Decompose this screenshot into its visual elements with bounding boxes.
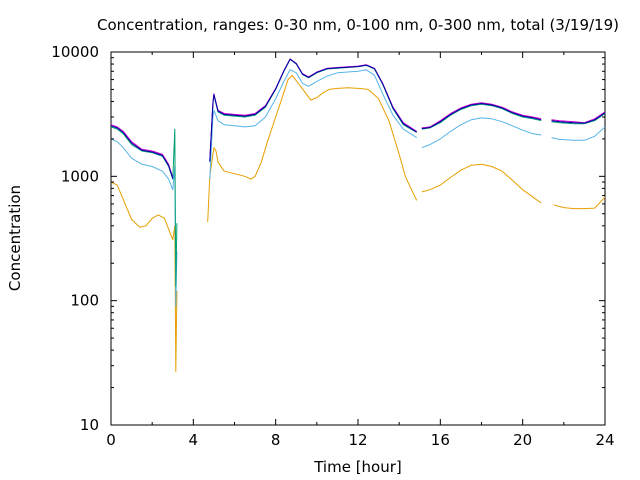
series-2-line xyxy=(110,126,178,287)
series-layer xyxy=(110,58,606,372)
series-4-line xyxy=(421,103,542,130)
series-0-line xyxy=(207,74,418,222)
series-1-line xyxy=(551,126,606,141)
series-1-line xyxy=(209,69,417,180)
plot-border xyxy=(110,51,606,426)
series-3-line xyxy=(110,124,174,178)
y-tick-label: 10000 xyxy=(51,43,99,61)
series-4 xyxy=(110,58,606,179)
series-4-line xyxy=(110,125,174,179)
series-2 xyxy=(110,59,606,287)
x-tick-label: 20 xyxy=(513,431,532,449)
y-tick-label: 1000 xyxy=(61,167,99,185)
x-tick-label: 16 xyxy=(431,431,450,449)
chart-title: Concentration, ranges: 0-30 nm, 0-100 nm… xyxy=(97,16,619,34)
x-tick-label: 12 xyxy=(348,431,367,449)
series-4-line xyxy=(209,58,417,162)
y-axis: 10 100 1000 10000 xyxy=(51,43,605,434)
series-0-line xyxy=(110,181,178,372)
x-tick-label: 0 xyxy=(106,431,116,449)
series-4-line xyxy=(551,112,606,124)
series-0-line xyxy=(421,163,542,204)
y-tick-label: 10 xyxy=(80,416,99,434)
series-1 xyxy=(110,69,606,307)
y-axis-label: Concentration xyxy=(6,185,24,291)
x-tick-label: 8 xyxy=(271,431,281,449)
x-tick-label: 4 xyxy=(189,431,199,449)
series-0 xyxy=(110,74,606,372)
series-2-line xyxy=(421,103,542,130)
series-1-line xyxy=(421,117,542,149)
x-axis-label: Time [hour] xyxy=(313,458,402,476)
series-2-line xyxy=(551,113,606,125)
series-3-line xyxy=(421,102,542,129)
x-tick-label: 24 xyxy=(595,431,614,449)
y-tick-label: 100 xyxy=(70,292,99,310)
series-0-line xyxy=(553,196,606,210)
series-3-line xyxy=(551,111,606,124)
plot-frame xyxy=(110,51,606,426)
x-axis: 0 4 8 12 16 20 24 xyxy=(106,52,615,449)
